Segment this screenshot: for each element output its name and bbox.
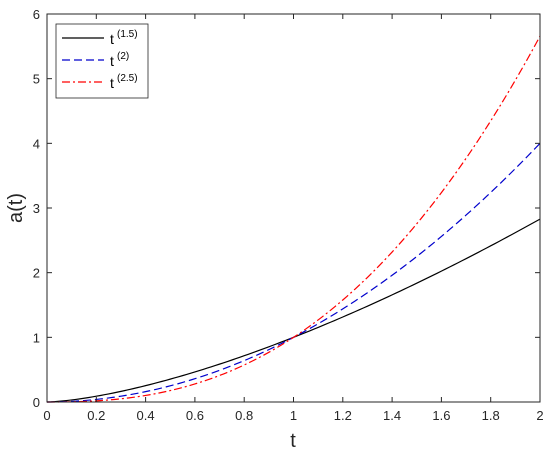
x-tick-label: 0.4 [137,408,155,423]
y-tick-label: 0 [33,395,40,410]
x-tick-label: 1 [290,408,297,423]
x-tick-label: 0 [43,408,50,423]
legend-exponent-1: (1.5) [117,29,138,40]
series-line-3 [47,35,541,403]
y-tick-label: 4 [33,136,40,151]
x-tick-label: 2 [536,408,543,423]
legend-exponent-3: (2.5) [117,73,138,84]
legend-box [55,23,149,99]
y-tick-label: 3 [33,201,40,216]
y-axis-title: a(t) [5,193,27,223]
x-tick-label: 1.4 [383,408,401,423]
x-tick-label: 0.6 [186,408,204,423]
y-tick-label: 1 [33,330,40,345]
y-tick-label: 5 [33,72,40,87]
y-tick-label: 6 [33,7,40,22]
series-layer [46,35,541,403]
x-tick-label: 1.2 [334,408,352,423]
legend: t (1.5)t (2)t (2.5) [55,23,149,99]
x-tick-label: 0.2 [87,408,105,423]
legend-label-2: t [110,53,114,69]
legend-exponent-2: (2) [117,51,129,62]
x-tick-label: 1.8 [482,408,500,423]
legend-label-1: t [110,31,114,47]
ticks-layer: 0 0.2 0.4 0.6 0.8 1 1.2 1.4 1.6 1.8 2 0 1 2 3 4 5 6 [33,7,544,423]
x-tick-label: 0.8 [235,408,253,423]
x-axis-title: t [290,430,296,452]
x-tick-label: 1.6 [432,408,450,423]
y-tick-label: 2 [33,266,40,281]
legend-label-3: t [110,75,114,91]
